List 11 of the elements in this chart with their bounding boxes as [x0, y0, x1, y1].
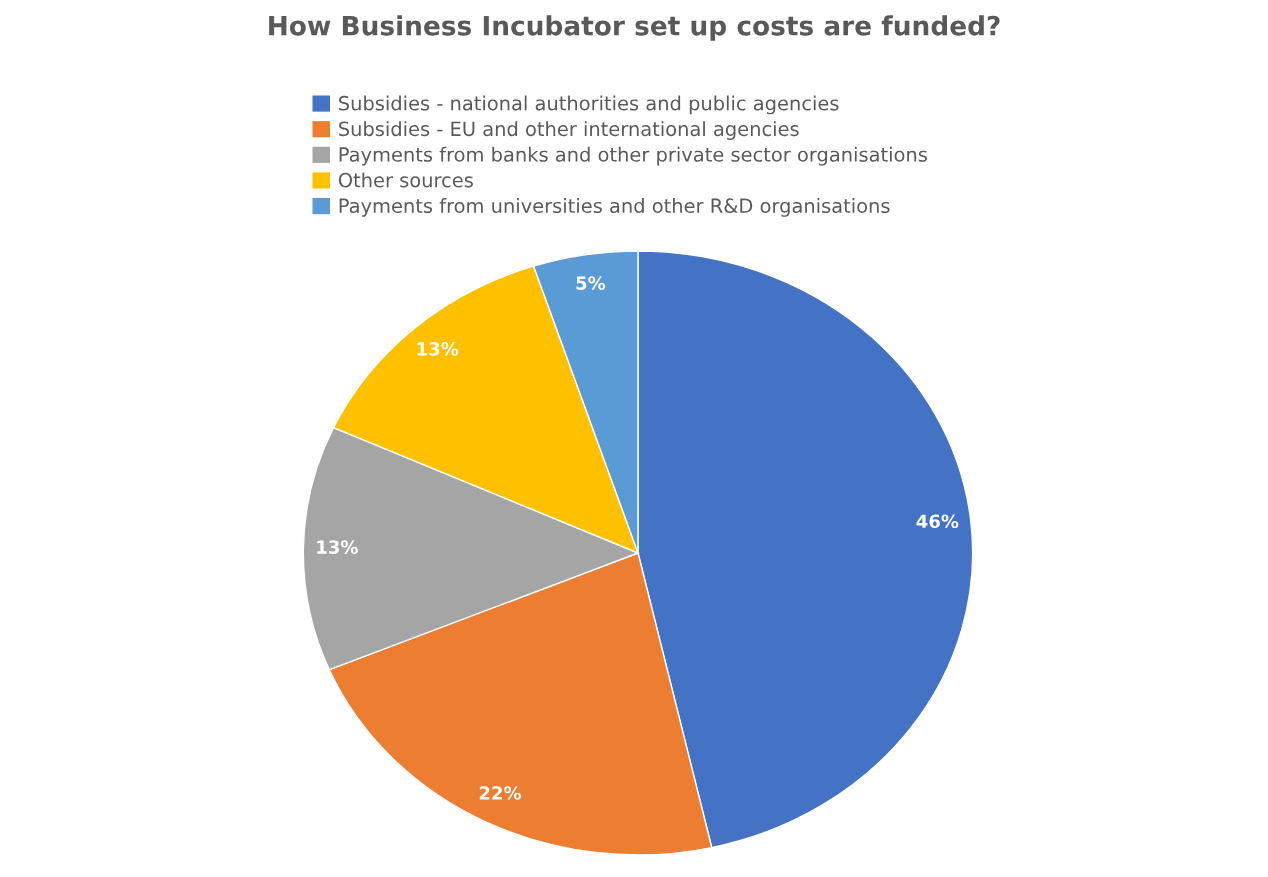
- chart-title: How Business Incubator set up costs are funded?: [269, 15, 1000, 41]
- legend-label: Payments from universities and other R&D organisations: [339, 198, 890, 217]
- data-label: 5%: [576, 276, 606, 290]
- legend-label: Subsidies - EU and other international agencies: [339, 121, 799, 140]
- data-label: 46%: [916, 514, 959, 529]
- data-label: 22%: [479, 786, 522, 800]
- data-label: 13%: [417, 342, 459, 356]
- legend-label: Subsidies - national authorities and public agencies: [339, 95, 839, 115]
- data-label: 13%: [317, 540, 358, 554]
- legend-label: Payments from banks and other private sector organisations: [339, 146, 927, 166]
- legend-label: Other sources: [338, 172, 473, 188]
